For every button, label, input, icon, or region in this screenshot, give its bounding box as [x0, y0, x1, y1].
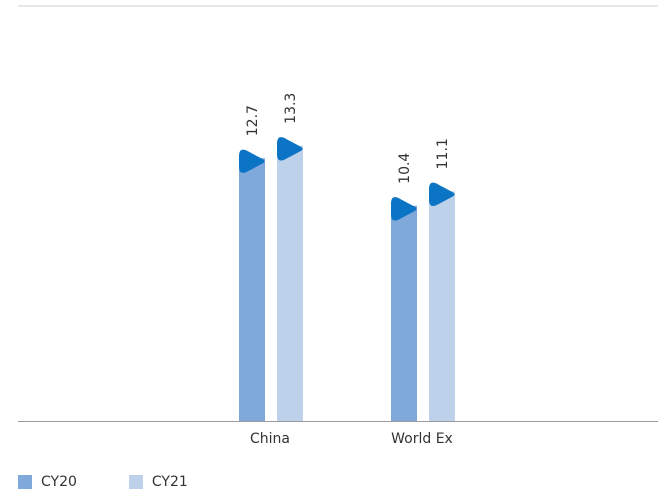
- data-label-cy21-china: 13.3: [283, 93, 299, 124]
- x-tick-label-world-ex: World Ex: [391, 431, 453, 447]
- marker-cy20-china: [239, 149, 265, 173]
- legend-label-cy20: CY20: [41, 474, 77, 490]
- marker-cy21-world-ex: [429, 182, 455, 207]
- legend: CY20 CY21: [18, 474, 188, 490]
- data-labels-layer: 12.7 13.3 10.4 11.1: [245, 93, 451, 184]
- x-tick-labels: China World Ex: [250, 431, 453, 447]
- legend-item-cy21: CY21: [128, 474, 188, 490]
- data-label-cy20-china: 12.7: [245, 105, 261, 136]
- data-label-cy21-world-ex: 11.1: [435, 138, 451, 169]
- bar-cy21-world-ex: [429, 191, 455, 421]
- legend-swatch-cy21: [128, 475, 143, 489]
- marker-cy20-world-ex: [391, 197, 417, 221]
- bar-cy20-world-ex: [391, 205, 417, 421]
- markers-layer: [239, 137, 455, 221]
- bar-cy21-china: [277, 145, 303, 422]
- bars-layer: [239, 145, 455, 422]
- legend-item-cy20: CY20: [18, 474, 77, 490]
- bar-cy20-china: [239, 158, 265, 421]
- data-label-cy20-world-ex: 10.4: [397, 153, 413, 184]
- legend-swatch-cy20: [18, 475, 32, 489]
- x-tick-label-china: China: [250, 431, 290, 447]
- marker-cy21-china: [277, 137, 303, 161]
- legend-label-cy21: CY21: [151, 474, 188, 490]
